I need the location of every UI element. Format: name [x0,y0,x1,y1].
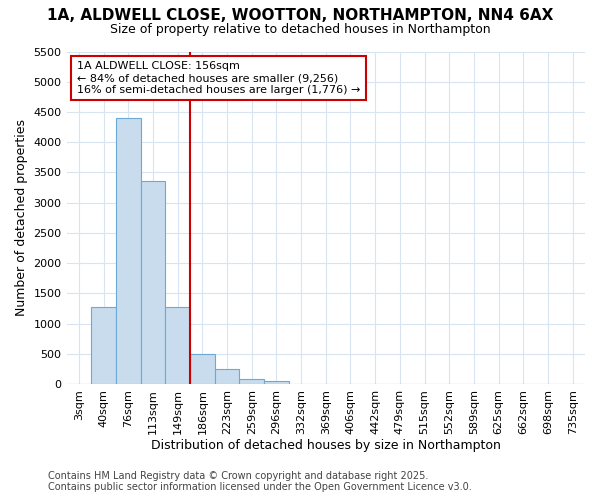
Bar [215,370,239,384]
Text: 1A, ALDWELL CLOSE, WOOTTON, NORTHAMPTON, NN4 6AX: 1A, ALDWELL CLOSE, WOOTTON, NORTHAMPTON,… [47,8,553,22]
Text: 1A ALDWELL CLOSE: 156sqm
← 84% of detached houses are smaller (9,256)
16% of sem: 1A ALDWELL CLOSE: 156sqm ← 84% of detach… [77,62,360,94]
Bar [264,381,289,384]
Y-axis label: Number of detached properties: Number of detached properties [15,119,28,316]
Bar [140,182,165,384]
Text: Size of property relative to detached houses in Northampton: Size of property relative to detached ho… [110,22,490,36]
Text: Contains HM Land Registry data © Crown copyright and database right 2025.
Contai: Contains HM Land Registry data © Crown c… [48,471,472,492]
Bar [91,306,116,384]
Bar [165,306,190,384]
Bar [116,118,140,384]
Bar [190,354,215,384]
X-axis label: Distribution of detached houses by size in Northampton: Distribution of detached houses by size … [151,440,501,452]
Bar [239,379,264,384]
